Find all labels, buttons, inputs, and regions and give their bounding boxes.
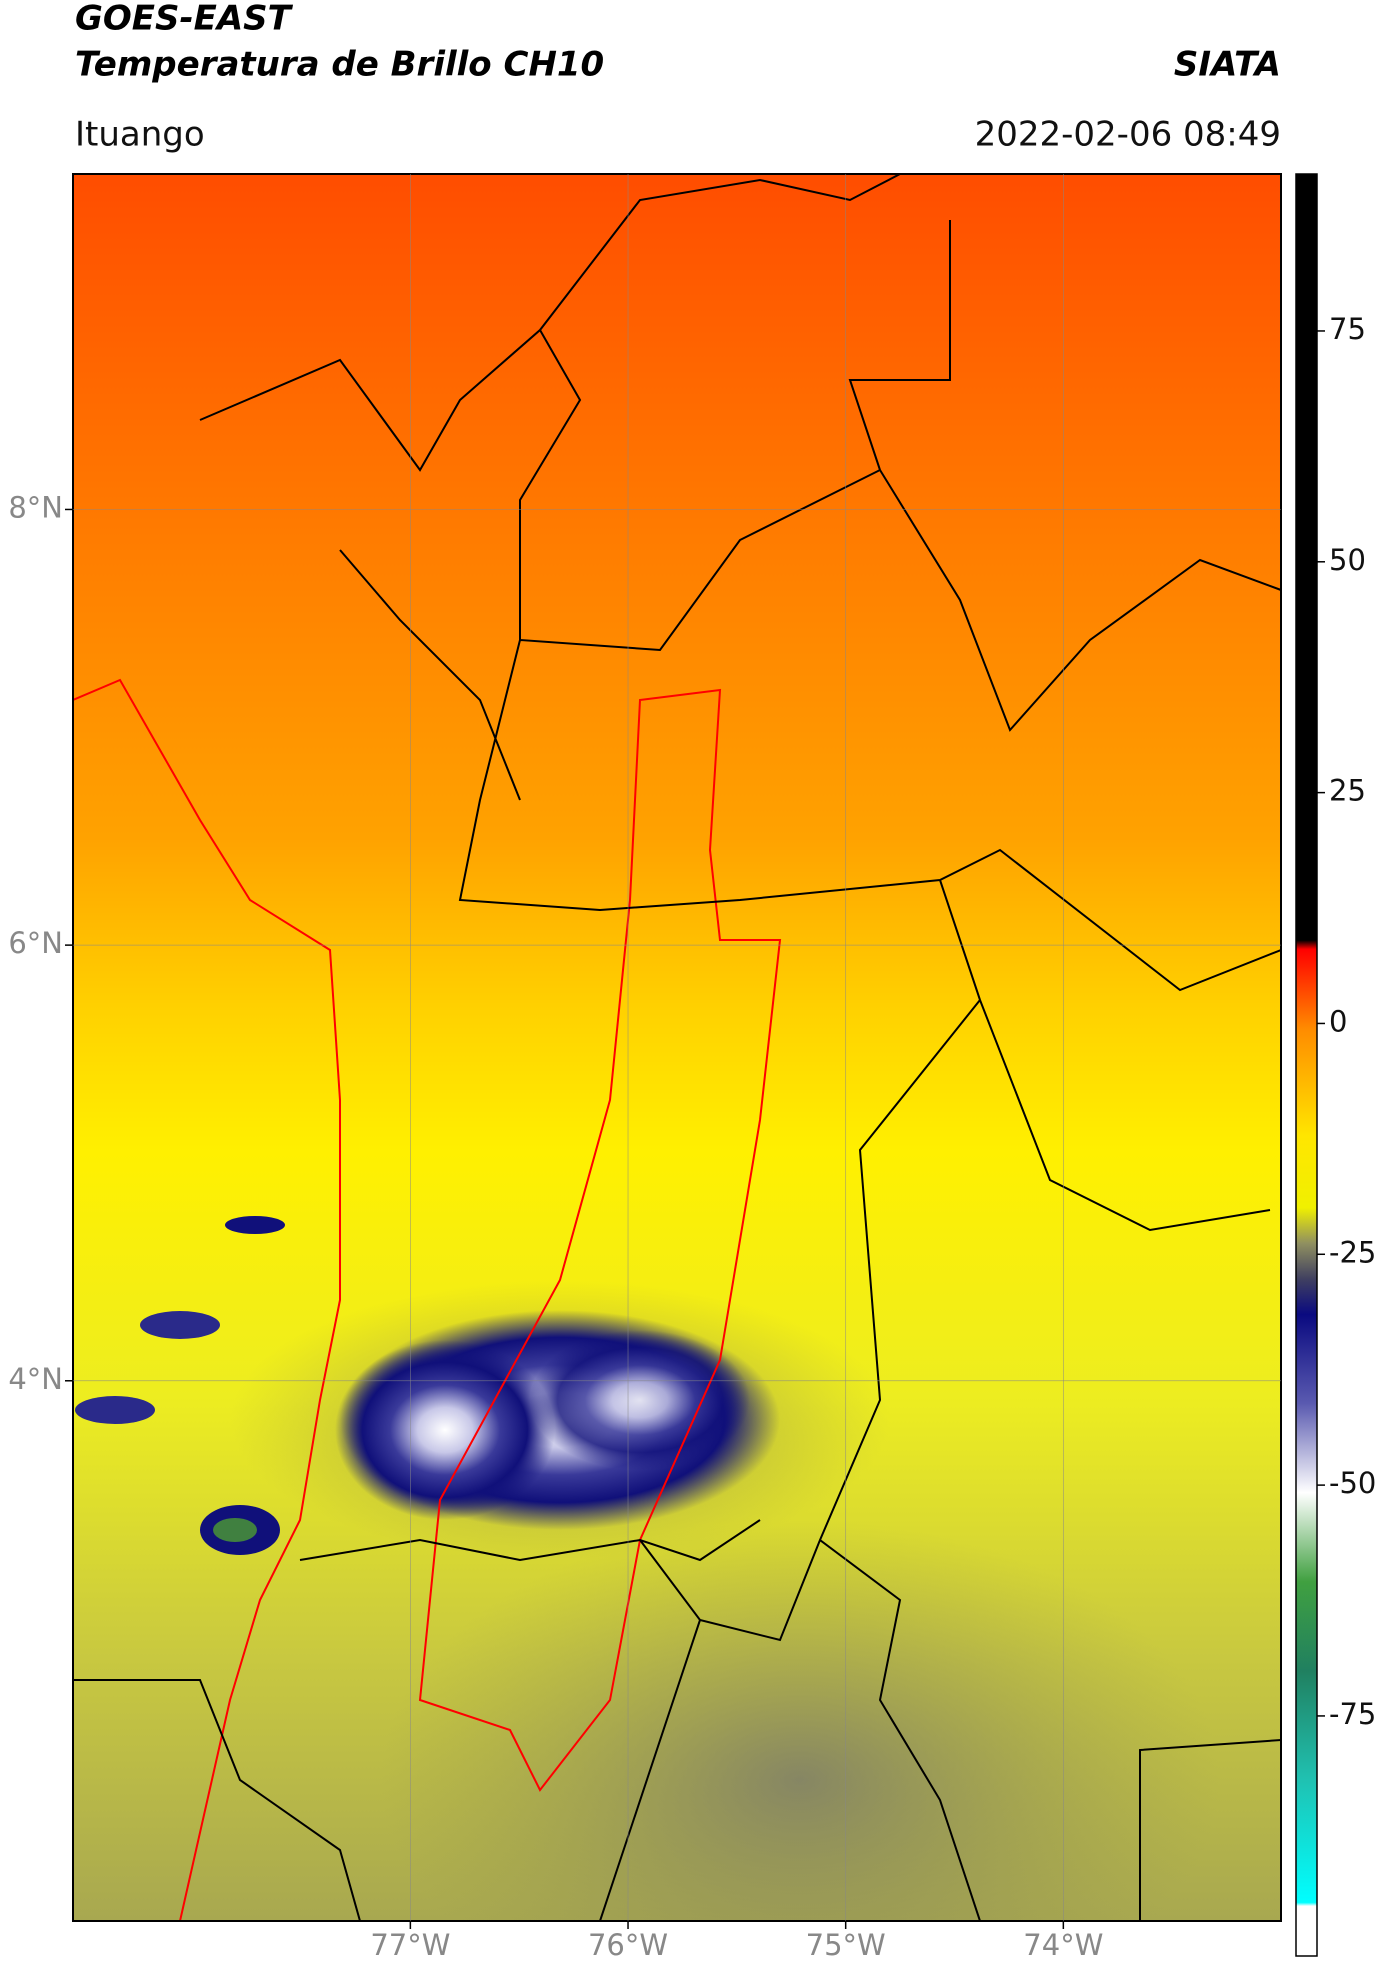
x-tick-label: 76°W: [588, 1928, 668, 1962]
location: Ituango: [75, 115, 205, 155]
y-tick-label: 8°N: [8, 490, 63, 524]
y-tick-label: 4°N: [8, 1362, 63, 1396]
subtitle: Temperatura de Brillo CH10: [75, 45, 604, 85]
colorbar-tick-label: 25: [1329, 774, 1366, 808]
title: GOES-EAST: [75, 0, 294, 39]
map-image: [73, 174, 1281, 1921]
timestamp: 2022-02-06 08:49: [975, 115, 1281, 155]
colorbar-tick-label: 75: [1329, 312, 1366, 346]
x-tick-label: 77°W: [370, 1928, 450, 1962]
map-frame: [72, 173, 1282, 1922]
y-tick-label: 6°N: [8, 926, 63, 960]
colorbar-tick-label: -25: [1329, 1235, 1376, 1269]
source: SIATA: [1174, 45, 1281, 85]
colorbar-tick-label: -50: [1329, 1466, 1376, 1500]
colorbar-tick-label: 0: [1329, 1004, 1347, 1038]
colorbar: [1295, 173, 1318, 1957]
colorbar-tick-label: -75: [1329, 1697, 1376, 1731]
x-tick-label: 75°W: [806, 1928, 886, 1962]
x-tick-label: 74°W: [1023, 1928, 1103, 1962]
colorbar-tick-label: 50: [1329, 543, 1366, 577]
